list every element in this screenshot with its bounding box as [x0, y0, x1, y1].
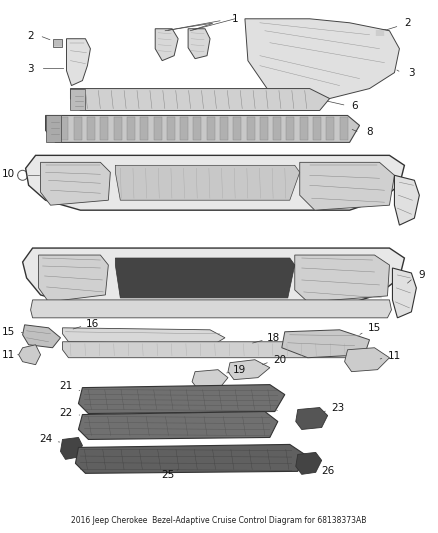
Polygon shape: [74, 117, 82, 140]
Text: 2: 2: [27, 31, 34, 41]
Text: 1: 1: [232, 14, 238, 24]
Polygon shape: [326, 117, 334, 140]
Text: 6: 6: [351, 101, 358, 110]
Polygon shape: [78, 385, 285, 414]
Text: 15: 15: [2, 327, 15, 337]
Polygon shape: [180, 117, 188, 140]
Polygon shape: [23, 325, 60, 348]
Polygon shape: [339, 117, 348, 140]
Polygon shape: [100, 117, 108, 140]
Polygon shape: [75, 445, 305, 473]
Text: 25: 25: [162, 470, 175, 480]
Polygon shape: [245, 19, 399, 99]
Text: 11: 11: [2, 350, 15, 360]
Polygon shape: [115, 258, 295, 298]
Polygon shape: [114, 117, 122, 140]
Polygon shape: [313, 117, 321, 140]
Text: 3: 3: [408, 68, 415, 78]
Polygon shape: [46, 116, 60, 142]
Text: 15: 15: [368, 323, 381, 333]
Polygon shape: [115, 165, 300, 200]
Polygon shape: [41, 163, 110, 205]
Polygon shape: [375, 29, 385, 37]
Text: 11: 11: [388, 351, 401, 361]
Polygon shape: [19, 345, 41, 365]
Polygon shape: [78, 411, 278, 439]
Text: 10: 10: [2, 169, 15, 179]
Text: 24: 24: [39, 434, 52, 445]
Polygon shape: [233, 117, 241, 140]
Polygon shape: [39, 255, 108, 302]
Polygon shape: [192, 370, 228, 390]
Polygon shape: [188, 29, 210, 59]
Polygon shape: [71, 88, 85, 110]
Text: 22: 22: [59, 408, 72, 417]
Polygon shape: [228, 360, 270, 379]
Text: 3: 3: [27, 63, 34, 74]
Polygon shape: [273, 117, 281, 140]
Polygon shape: [392, 268, 417, 318]
Polygon shape: [300, 163, 395, 210]
Polygon shape: [127, 117, 135, 140]
Polygon shape: [63, 342, 360, 358]
Polygon shape: [46, 116, 360, 142]
Text: 16: 16: [86, 319, 99, 329]
Polygon shape: [220, 117, 228, 140]
Polygon shape: [60, 438, 82, 459]
Text: 20: 20: [273, 354, 286, 365]
Polygon shape: [154, 117, 162, 140]
Text: 2: 2: [404, 18, 411, 28]
Polygon shape: [63, 328, 225, 344]
Ellipse shape: [185, 455, 205, 465]
Polygon shape: [247, 117, 254, 140]
Polygon shape: [395, 175, 419, 225]
Text: 2016 Jeep Cherokee  Bezel-Adaptive Cruise Control Diagram for 68138373AB: 2016 Jeep Cherokee Bezel-Adaptive Cruise…: [71, 516, 367, 524]
Text: 21: 21: [59, 381, 72, 391]
Polygon shape: [286, 117, 294, 140]
Polygon shape: [345, 348, 389, 372]
Text: 9: 9: [418, 270, 425, 280]
Text: 8: 8: [366, 127, 373, 138]
Polygon shape: [295, 255, 389, 302]
Polygon shape: [260, 117, 268, 140]
Text: 18: 18: [267, 333, 280, 343]
Polygon shape: [207, 117, 215, 140]
Polygon shape: [194, 117, 201, 140]
Polygon shape: [23, 248, 404, 305]
Polygon shape: [282, 330, 370, 358]
Polygon shape: [155, 29, 178, 61]
Polygon shape: [53, 39, 63, 47]
Polygon shape: [67, 39, 90, 86]
Text: 26: 26: [321, 466, 334, 477]
Polygon shape: [300, 117, 308, 140]
Polygon shape: [296, 453, 321, 474]
Polygon shape: [167, 117, 175, 140]
Polygon shape: [140, 117, 148, 140]
Text: 19: 19: [233, 365, 247, 375]
Polygon shape: [60, 117, 68, 140]
Polygon shape: [25, 155, 404, 210]
Polygon shape: [296, 408, 328, 430]
Polygon shape: [87, 117, 95, 140]
Polygon shape: [31, 300, 392, 318]
Text: 23: 23: [331, 402, 344, 413]
Polygon shape: [71, 88, 330, 110]
